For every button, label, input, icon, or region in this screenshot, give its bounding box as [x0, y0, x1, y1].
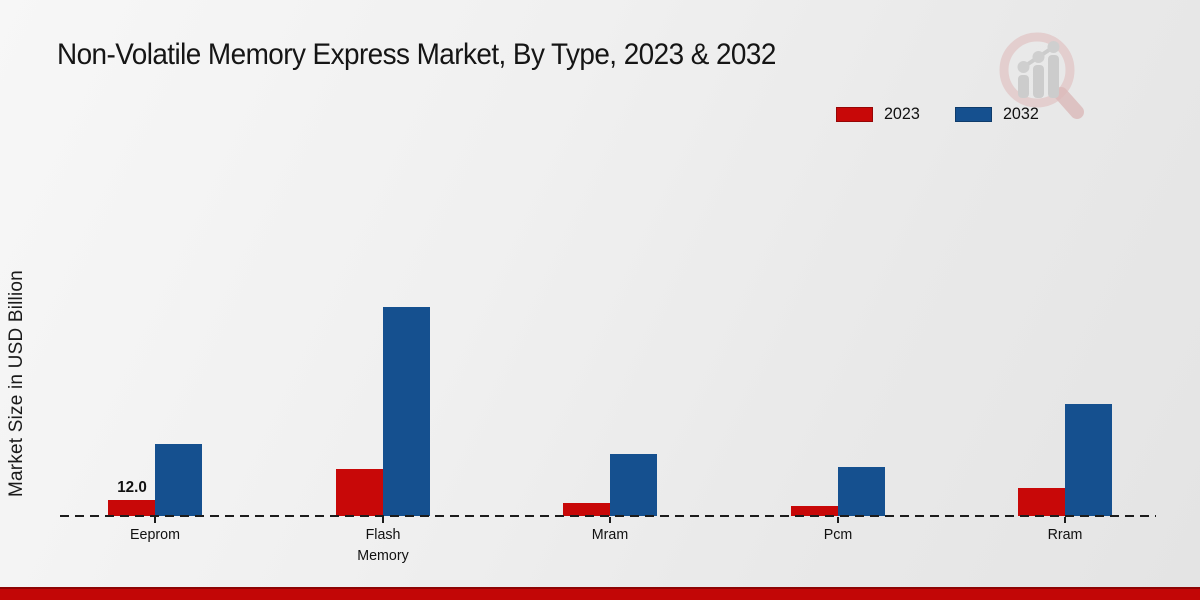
category-label-pcm: Pcm [823, 526, 853, 543]
category-label-flash-memory: Flash Memory [356, 526, 409, 564]
x-axis-tick [381, 517, 384, 523]
legend-item-2023: 2023 [836, 104, 921, 124]
bar-2032-flash-memory [382, 306, 430, 516]
x-axis-tick [609, 517, 612, 523]
bar-2023-rram [1018, 487, 1066, 516]
bar-2023-eeprom [108, 499, 155, 516]
category-label-rram: Rram [1047, 526, 1083, 543]
x-axis-tick [836, 517, 839, 523]
legend-item-2032: 2032 [954, 104, 1040, 124]
bar-2023-mram [563, 503, 611, 516]
chart-title: Non-Volatile Memory Express Market, By T… [57, 38, 776, 71]
legend: 2023 2032 [836, 104, 1040, 124]
data-label-2023: 12.0 [116, 478, 147, 496]
legend-label-2023: 2023 [883, 104, 920, 123]
legend-swatch-2032 [954, 106, 992, 122]
bar-2032-pcm [837, 467, 885, 516]
category-label-eeprom: Eeprom [130, 526, 180, 543]
x-axis-tick [154, 517, 156, 523]
bar-2032-eeprom [155, 444, 202, 516]
magnifier-growth-chart-logo-icon [999, 32, 1084, 119]
bar-2023-flash-memory [335, 468, 383, 516]
legend-swatch-2023 [836, 106, 873, 122]
bar-2023-pcm [790, 505, 838, 516]
legend-label-2032: 2032 [1002, 104, 1039, 123]
footer-red-band [0, 587, 1200, 600]
x-axis-dashed-baseline [60, 515, 1156, 517]
category-label-mram: Mram [591, 526, 629, 543]
bar-2032-rram [1065, 403, 1113, 516]
bar-2032-mram [610, 453, 658, 516]
x-axis-tick [1064, 517, 1067, 523]
